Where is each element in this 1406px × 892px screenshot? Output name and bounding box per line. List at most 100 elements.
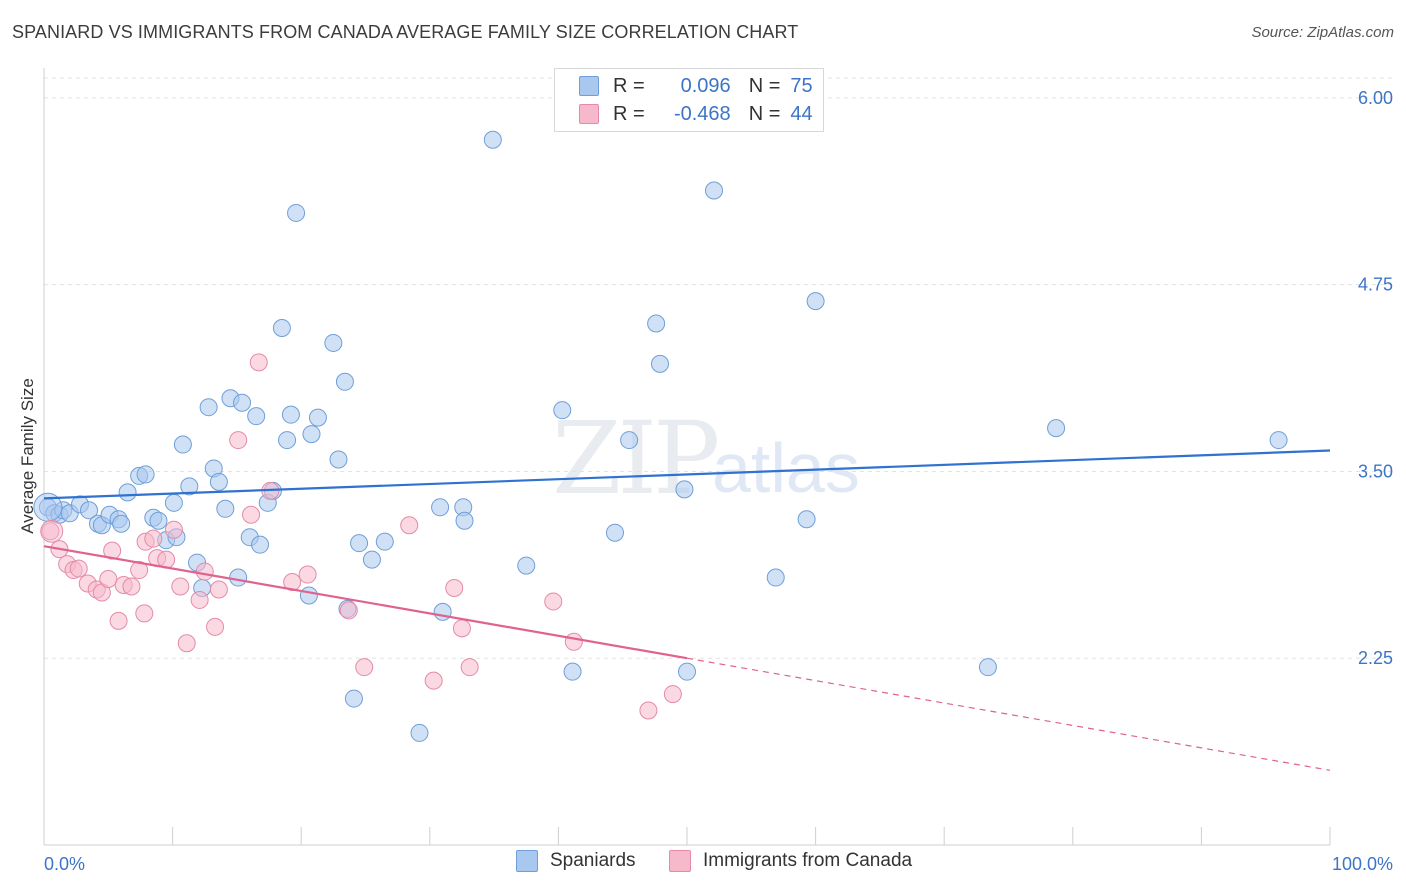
spaniard-point	[308, 408, 327, 427]
spaniard-point	[705, 181, 724, 200]
immigrant-point	[109, 611, 128, 630]
immigrant-trend-line	[43, 545, 688, 660]
immigrant-point	[209, 580, 228, 599]
y-axis-label: Average Family Size	[18, 378, 37, 534]
spaniard-point	[247, 407, 266, 426]
immigrant-point	[130, 561, 149, 580]
spaniard-trend-line	[43, 449, 1331, 500]
spaniard-point	[431, 498, 450, 517]
immigrant-point	[400, 516, 419, 535]
immigrant-point	[122, 577, 141, 596]
immigrant-point	[355, 658, 374, 677]
spaniard-point	[647, 314, 666, 333]
immigrant-point	[249, 353, 268, 372]
spaniard-point	[136, 465, 155, 484]
legend-r-value: 0.096	[680, 74, 731, 97]
spaniard-point	[563, 662, 582, 681]
immigrant-cluster-point	[40, 519, 64, 543]
spaniard-point	[433, 602, 452, 621]
spaniard-point	[978, 658, 997, 677]
legend-swatch-blue	[579, 76, 599, 96]
legend-r-label: R =	[613, 74, 645, 97]
spaniard-point	[233, 393, 252, 412]
legend-r-value: -0.468	[673, 102, 731, 125]
immigrant-point	[452, 619, 471, 638]
immigrant-point	[424, 671, 443, 690]
immigrant-point	[135, 604, 154, 623]
stats-legend: R = 0.096 N = 75 R = -0.468 N = 44	[554, 68, 824, 132]
spaniard-point	[362, 550, 381, 569]
immigrant-point	[69, 559, 88, 578]
legend-swatch-pink	[579, 104, 599, 124]
spaniard-point	[806, 292, 825, 311]
spaniard-point	[324, 333, 343, 352]
spaniard-point	[272, 318, 291, 337]
spaniard-point	[620, 431, 639, 450]
spaniard-point	[675, 480, 694, 499]
immigrant-trend-extension	[686, 657, 1331, 771]
immigrant-point	[99, 570, 118, 589]
spaniard-point	[281, 405, 300, 424]
spaniard-point	[149, 511, 168, 530]
spaniard-point	[766, 568, 785, 587]
immigrant-point	[564, 632, 583, 651]
legend-row-immigrants: R = -0.468 N = 44	[579, 100, 813, 128]
spaniard-point	[209, 472, 228, 491]
source-credit: Source: ZipAtlas.com	[1251, 24, 1394, 41]
y-tick-label: 4.75	[1358, 275, 1393, 295]
legend-item-spaniards[interactable]: Spaniards	[516, 850, 636, 872]
immigrant-point	[663, 685, 682, 704]
legend-n-value: 75	[790, 74, 813, 97]
spaniard-point	[229, 568, 248, 587]
legend-swatch-immigrants	[669, 850, 691, 872]
watermark-zip: ZIP	[552, 400, 720, 517]
chart-title: SPANIARD VS IMMIGRANTS FROM CANADA AVERA…	[12, 22, 799, 42]
immigrant-point	[144, 529, 163, 548]
spaniard-point	[605, 523, 624, 542]
spaniard-point	[278, 431, 297, 450]
spaniard-point	[483, 130, 502, 149]
spaniard-point	[344, 689, 363, 708]
y-tick-label: 2.25	[1358, 648, 1393, 668]
spaniard-point	[1047, 419, 1066, 438]
legend-swatch-spaniards	[516, 850, 538, 872]
spaniard-point	[216, 499, 235, 518]
spaniard-point	[517, 556, 536, 575]
immigrant-point	[460, 658, 479, 677]
immigrant-point	[177, 634, 196, 653]
spaniard-point	[80, 501, 99, 520]
immigrant-point	[544, 592, 563, 611]
spaniard-point	[410, 723, 429, 742]
spaniard-point	[553, 401, 572, 420]
legend-label-immigrants: Immigrants from Canada	[703, 850, 913, 871]
spaniard-point	[287, 203, 306, 222]
legend-row-spaniards: R = 0.096 N = 75	[579, 72, 813, 100]
legend-n-label: N =	[748, 74, 781, 97]
spaniard-point	[112, 514, 131, 533]
spaniard-point	[164, 493, 183, 512]
legend-label-spaniards: Spaniards	[550, 850, 636, 871]
spaniard-point	[173, 435, 192, 454]
spaniard-point	[199, 398, 218, 417]
immigrant-point	[229, 431, 248, 450]
y-tick-label: 3.50	[1358, 461, 1393, 481]
immigrant-point	[206, 617, 225, 636]
spaniard-point	[299, 586, 318, 605]
immigrant-point	[164, 520, 183, 539]
spaniard-point	[335, 372, 354, 391]
series-legend: Spaniards Immigrants from Canada	[0, 850, 1406, 880]
spaniard-point	[251, 535, 270, 554]
spaniard-point	[329, 450, 348, 469]
immigrant-point	[171, 577, 190, 596]
immigrant-point	[41, 522, 60, 541]
spaniard-point	[118, 483, 137, 502]
spaniard-point	[1269, 431, 1288, 450]
immigrant-point	[339, 601, 358, 620]
legend-item-immigrants[interactable]: Immigrants from Canada	[669, 850, 912, 872]
legend-r-label: R =	[613, 102, 645, 125]
immigrant-point	[298, 565, 317, 584]
y-tick-label: 6.00	[1358, 88, 1393, 108]
immigrant-point	[190, 590, 209, 609]
immigrant-point	[639, 701, 658, 720]
